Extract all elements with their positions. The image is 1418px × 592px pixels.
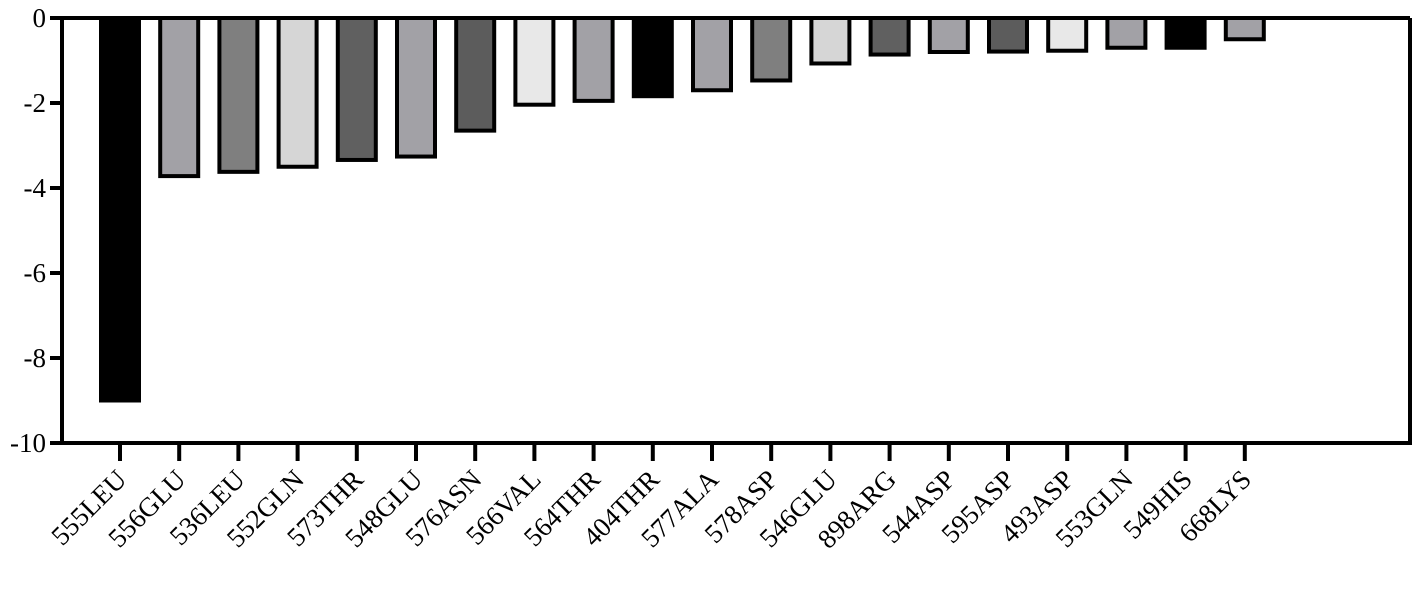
- bar-544asp: [927, 16, 970, 54]
- bar-573thr: [335, 16, 378, 162]
- axes-layer: [60, 16, 1412, 445]
- bars-layer: [99, 16, 1266, 403]
- bar-577ala: [691, 16, 733, 93]
- bar-578asp: [750, 16, 793, 83]
- y-tick-label: -10: [10, 428, 46, 458]
- y-tick-label: -2: [24, 88, 47, 118]
- y-tick-label: -8: [24, 343, 47, 373]
- bar-553gln: [1105, 16, 1148, 50]
- x-ticks: 555LEU556GLU536LEU552GLN573THR548GLU576A…: [45, 443, 1257, 554]
- bar-564thr: [572, 16, 615, 103]
- bar-576asn: [454, 16, 497, 133]
- bar-493asp: [1046, 16, 1089, 53]
- bar-549his: [1164, 16, 1207, 50]
- bar-595asp: [987, 16, 1029, 54]
- bar-552gln: [276, 16, 319, 169]
- bar-546glu: [809, 16, 852, 66]
- bar-404thr: [631, 16, 674, 99]
- bar-898arg: [868, 16, 911, 57]
- y-tick-label: -6: [24, 258, 47, 288]
- y-ticks: 0 -2 -4 -6 -8 -10: [10, 3, 62, 458]
- y-tick-label: -4: [24, 173, 47, 203]
- bar-548glu: [395, 16, 437, 159]
- bar-668lys: [1223, 16, 1266, 42]
- bar-555leu: [99, 16, 141, 403]
- bar-556glu: [158, 16, 201, 179]
- y-tick-label: 0: [33, 3, 47, 33]
- bar-536leu: [217, 16, 260, 174]
- bar-566val: [513, 16, 556, 107]
